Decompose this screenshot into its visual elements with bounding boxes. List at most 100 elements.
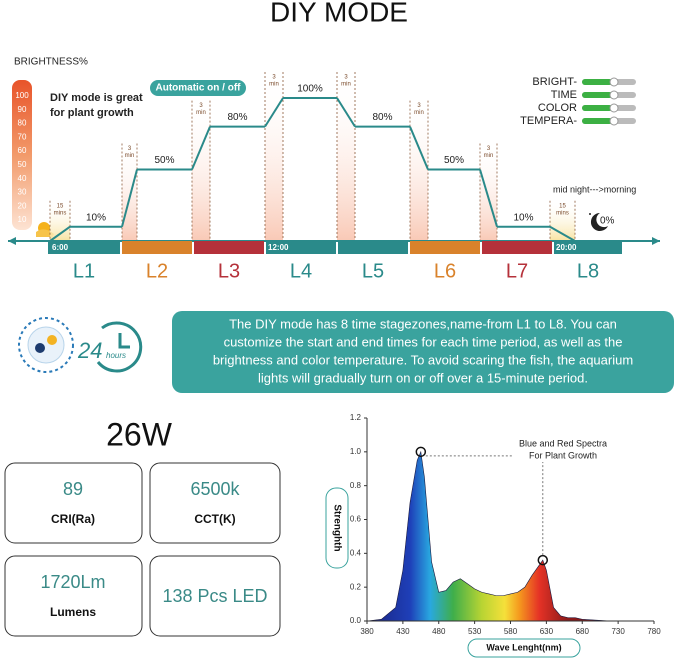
y-axis-label: Strenghth	[331, 504, 342, 551]
value-label: 50%	[154, 155, 174, 166]
y-tick-label: 60	[18, 146, 27, 155]
y-tick-label: 20	[18, 201, 27, 210]
ramp-line	[191, 126, 211, 170]
clock-icon	[96, 321, 143, 373]
y-axis-label: BRIGHTNESS%	[14, 57, 88, 68]
y-tick-label: 1.0	[350, 447, 362, 456]
slider-fill	[582, 118, 612, 124]
spec-card	[149, 555, 281, 637]
ramp-label: mins	[54, 210, 67, 216]
stage-label: L8	[577, 260, 599, 282]
y-tick-label: 40	[18, 174, 27, 183]
stage-label: L2	[146, 260, 168, 282]
slider-fill	[582, 105, 612, 111]
y-tick-label: 0.8	[350, 481, 362, 490]
slider-knob	[609, 90, 619, 100]
x-tick-label: 480	[432, 627, 446, 636]
annotation: Blue and Red Spectra	[519, 438, 607, 448]
ramp-zone	[265, 72, 283, 241]
y-tick-label: 1.2	[350, 413, 362, 422]
info-text: The DIY mode has 8 time stagezones,name-…	[229, 316, 617, 331]
info-text: brightness and color temperature. To avo…	[213, 352, 633, 367]
stage-label: L4	[290, 260, 312, 282]
info-box	[172, 311, 674, 393]
ramp-zone	[192, 100, 210, 241]
legend-label: COLOR	[538, 102, 577, 114]
spec-card	[149, 462, 281, 544]
info-text: lights will gradually turn on or off ove…	[258, 370, 588, 385]
peak-marker	[415, 446, 427, 458]
time-label: 20:00	[556, 243, 577, 252]
stage-bar	[338, 241, 408, 254]
icon-number: 24	[77, 338, 102, 363]
x-tick-label: 580	[504, 627, 518, 636]
ramp-label: min	[414, 110, 424, 116]
ramp-label: min	[484, 153, 494, 159]
stage-label: L3	[218, 260, 240, 282]
slider-fill	[582, 92, 612, 98]
ramp-zone	[410, 100, 428, 241]
ramp-label: 3	[487, 146, 491, 152]
ramp-label: 15	[57, 203, 64, 209]
slider-knob	[609, 116, 619, 126]
y-tick-label: 0.2	[350, 582, 362, 591]
ramp-zone	[122, 143, 137, 241]
note: for plant growth	[50, 107, 134, 119]
moon-icon	[589, 212, 608, 231]
x-tick-label: 430	[396, 627, 410, 636]
stage-bar	[410, 241, 480, 254]
slider-fill	[582, 79, 612, 85]
value-label: 80%	[372, 112, 392, 123]
x-tick-label: 680	[576, 627, 590, 636]
ramp-line	[336, 97, 356, 128]
ramp-label: min	[125, 153, 135, 159]
value-label: 10%	[86, 212, 106, 223]
stage-bar	[482, 241, 552, 254]
y-tick-label: 100	[15, 91, 29, 100]
x-tick-label: 730	[611, 627, 625, 636]
stage-label: L5	[362, 260, 384, 282]
spec-label: Lumens	[50, 605, 96, 619]
annotation: mid night--->morning	[553, 184, 636, 194]
spec-value: 6500k	[190, 479, 240, 499]
y-tick-label: 0.4	[350, 548, 362, 557]
icon-unit: hours	[106, 351, 126, 360]
ramp-line	[549, 225, 576, 242]
y-tick-label: 0.6	[350, 515, 362, 524]
stage-label: L6	[434, 260, 456, 282]
x-tick-label: 780	[647, 627, 661, 636]
spec-value: 138 Pcs LED	[162, 586, 267, 606]
ramp-label: min	[196, 110, 206, 116]
ramp-line	[121, 169, 138, 227]
spec-label: CCT(K)	[194, 512, 235, 526]
ramp-label: 3	[128, 146, 132, 152]
y-tick-label: 0.0	[350, 616, 362, 625]
stage-bar	[266, 241, 336, 254]
page-title: DIY MODE	[270, 0, 408, 27]
spec-card	[4, 555, 143, 637]
peak-marker	[537, 554, 549, 566]
stage-bar	[122, 241, 192, 254]
value-label: 80%	[227, 112, 247, 123]
spec-value: 1720Lm	[40, 572, 105, 592]
ramp-line	[264, 97, 284, 128]
y-tick-label: 10	[18, 215, 27, 224]
annotation: For Plant Growth	[529, 450, 597, 460]
spec-value: 89	[63, 479, 83, 499]
stage-bar	[48, 241, 120, 254]
badge-text: Automatic on / off	[156, 83, 242, 94]
time-label: 6:00	[52, 243, 69, 252]
cycle-icon	[18, 317, 74, 373]
stage-bar	[554, 241, 622, 254]
stage-bar	[194, 241, 264, 254]
ramp-label: min	[269, 82, 279, 88]
slider-knob	[609, 103, 619, 113]
sun-icon	[36, 222, 54, 237]
ramp-label: mins	[556, 210, 569, 216]
stage-label: L7	[506, 260, 528, 282]
info-text: customize the start and end times for ea…	[224, 334, 623, 349]
spec-card	[4, 462, 143, 544]
stage-label: L1	[73, 260, 95, 282]
